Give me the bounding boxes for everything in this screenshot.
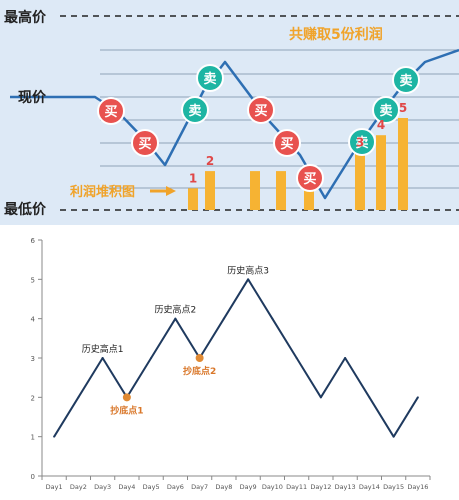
profit-bar <box>376 135 386 210</box>
x-tick-label: Day8 <box>215 483 232 491</box>
chart-background <box>0 228 459 500</box>
profit-bar <box>250 171 260 210</box>
x-tick-label: Day14 <box>359 483 380 491</box>
x-tick-label: Day6 <box>167 483 184 491</box>
profit-bar <box>398 117 408 210</box>
sell-marker-text: 卖 <box>355 135 368 151</box>
sell-marker-text: 卖 <box>379 103 392 119</box>
y-tick-label: 2 <box>31 394 35 402</box>
x-tick-label: Day9 <box>240 483 257 491</box>
buy-marker <box>273 129 301 157</box>
data-point <box>174 317 177 320</box>
buy-marker <box>131 129 159 157</box>
y-tick-label: 0 <box>31 473 35 481</box>
profit-bar-label: 5 <box>399 101 407 115</box>
y-tick-label: 4 <box>31 316 36 324</box>
buy-marker-text: 买 <box>280 137 293 152</box>
headline-total-profit: 共赚取5份利润 <box>289 26 383 43</box>
profit-bar <box>188 188 198 210</box>
price-history-line-chart: 0 1 2 3 4 5 6 Day1 Day2 Day3 Day4 Day5 Day6 Day7 Day8 D… <box>0 228 459 500</box>
x-tick-label: Day13 <box>335 483 356 491</box>
x-tick-label: Day4 <box>118 483 135 491</box>
sell-marker <box>181 96 209 124</box>
low-point-label: 抄底点2 <box>183 365 216 377</box>
buy-marker <box>97 97 125 125</box>
sell-marker <box>392 66 420 94</box>
profit-bar-label: 1 <box>189 171 197 185</box>
data-point <box>392 435 395 438</box>
profit-bar-label: 4 <box>377 118 385 132</box>
buy-marker-text: 买 <box>254 104 267 119</box>
sell-marker-text: 卖 <box>188 103 201 119</box>
low-point-label: 抄底点1 <box>110 404 143 416</box>
data-point <box>271 317 274 320</box>
sell-marker <box>348 128 376 156</box>
high-point-label: 历史高点1 <box>82 343 124 355</box>
sell-marker-text: 卖 <box>203 71 216 87</box>
x-tick-label: Day11 <box>286 483 307 491</box>
data-point <box>416 396 419 399</box>
data-point <box>319 396 322 399</box>
buy-marker-text: 买 <box>104 105 117 120</box>
x-tick-label: Day7 <box>191 483 208 491</box>
caption-profit-stacking: 利润堆积图 <box>70 184 135 200</box>
y-tick-label: 1 <box>31 434 35 442</box>
profit-bar <box>355 152 365 210</box>
x-tick-label: Day1 <box>46 483 63 491</box>
data-point <box>368 396 371 399</box>
y-label-lowest-price: 最低价 <box>4 201 47 218</box>
profit-bar-label: 2 <box>206 154 214 168</box>
x-tick-label: Day2 <box>70 483 87 491</box>
profit-bar <box>205 171 215 210</box>
buy-marker <box>296 164 324 192</box>
price-path-line <box>10 48 459 200</box>
sell-marker <box>196 64 224 92</box>
x-tick-label: Day3 <box>94 483 111 491</box>
low-point-marker <box>195 354 204 362</box>
data-point <box>101 357 104 359</box>
data-point <box>344 357 347 359</box>
x-tick-label: Day16 <box>407 483 428 491</box>
data-point <box>150 357 153 359</box>
y-tick-label: 5 <box>31 276 35 284</box>
x-tick-label: Day15 <box>383 483 404 491</box>
caption-arrow <box>150 186 176 196</box>
data-point <box>53 435 56 438</box>
buy-marker-text: 买 <box>303 172 316 187</box>
sell-marker-text: 卖 <box>399 73 412 89</box>
high-point-label: 历史高点2 <box>155 304 197 316</box>
profit-bar <box>304 188 314 210</box>
y-label-highest-price: 最高价 <box>4 9 47 26</box>
x-tick-label: Day5 <box>143 483 160 491</box>
data-point <box>77 396 80 399</box>
data-point <box>295 357 298 359</box>
low-point-marker <box>122 393 131 402</box>
profit-bar <box>276 171 286 210</box>
data-point <box>247 278 250 281</box>
profit-bar-label: 3 <box>356 135 364 149</box>
data-point <box>222 317 225 320</box>
buy-marker <box>247 96 275 124</box>
series-line <box>53 278 419 438</box>
x-tick-label: Day10 <box>262 483 283 491</box>
y-tick-label: 6 <box>31 237 36 245</box>
x-tick-label: Day12 <box>310 483 331 491</box>
buy-marker-text: 买 <box>138 137 151 152</box>
sell-marker <box>372 96 400 124</box>
y-tick-label: 3 <box>31 355 35 363</box>
y-label-current-price: 现价 <box>18 90 47 106</box>
high-point-label: 历史高点3 <box>227 264 269 276</box>
